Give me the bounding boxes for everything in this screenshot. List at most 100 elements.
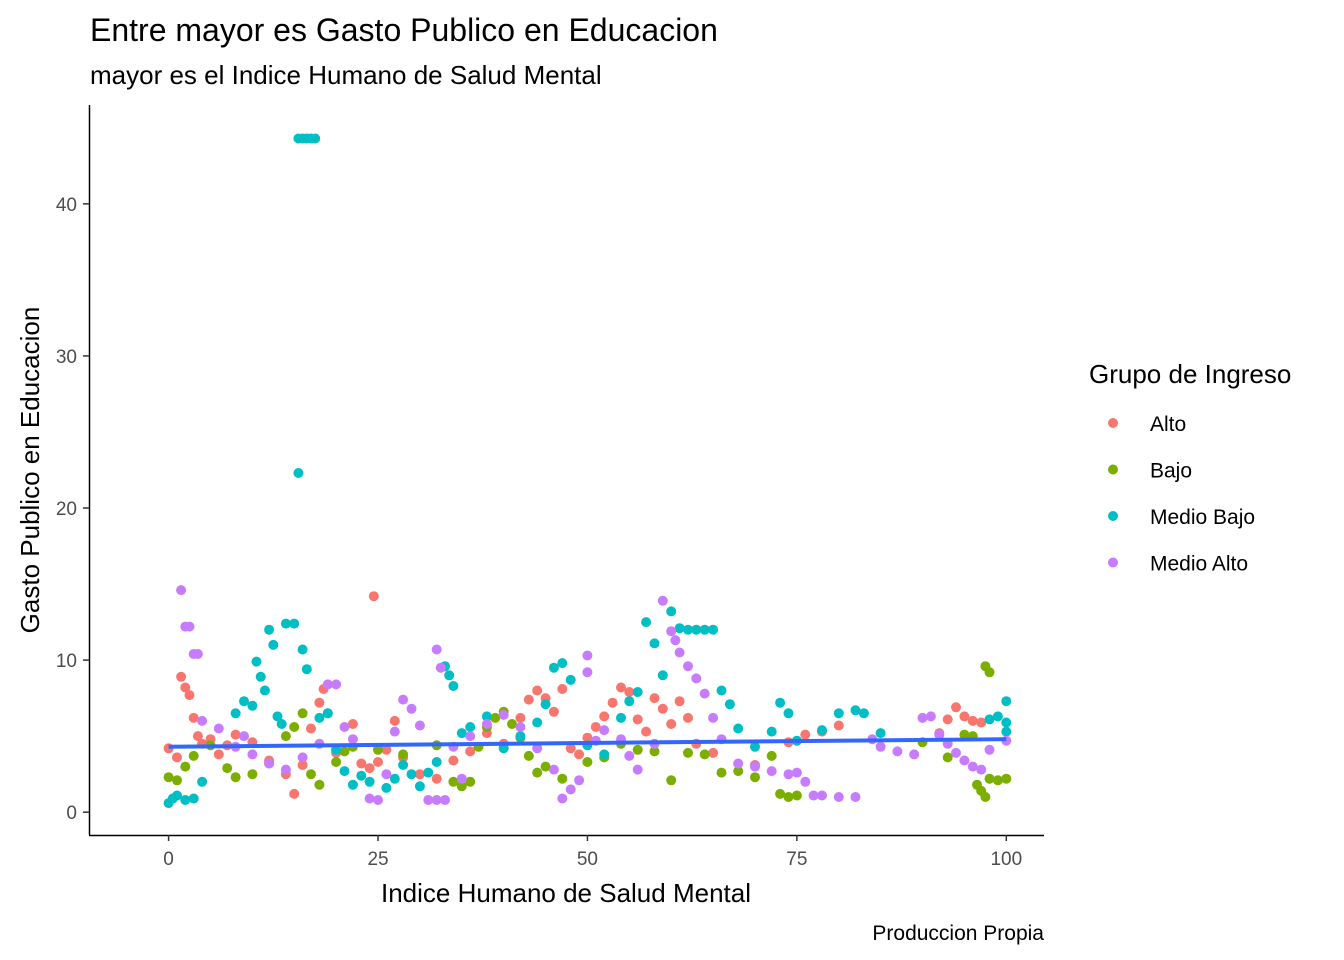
data-point — [716, 767, 727, 778]
trend-line — [168, 737, 1007, 749]
data-point — [406, 769, 417, 780]
data-point — [951, 702, 961, 713]
data-point — [733, 766, 744, 777]
data-point — [515, 712, 526, 723]
y-ticks: 0 10 20 30 40 — [56, 195, 89, 824]
data-point — [892, 746, 903, 757]
data-point — [268, 639, 279, 650]
data-point — [230, 772, 241, 783]
data-point — [976, 764, 987, 775]
data-point — [507, 719, 517, 729]
x-tick-label: 50 — [577, 849, 598, 870]
data-point — [925, 711, 936, 722]
data-point — [239, 696, 249, 707]
data-point — [708, 712, 719, 723]
data-point — [548, 662, 559, 673]
data-point — [188, 793, 199, 804]
data-point — [264, 624, 275, 635]
data-point — [431, 757, 442, 767]
legend-label: Alto — [1150, 413, 1186, 436]
data-point — [272, 711, 283, 722]
data-point — [708, 624, 719, 635]
y-tick-label: 20 — [56, 499, 77, 520]
data-point — [230, 708, 241, 719]
data-point — [992, 775, 1003, 786]
data-point — [331, 679, 342, 690]
data-point — [766, 726, 777, 737]
data-point — [381, 782, 392, 793]
data-point — [833, 708, 844, 719]
data-point — [674, 647, 685, 658]
data-point — [582, 757, 593, 767]
data-point — [448, 776, 459, 787]
legend-items: Alto Bajo Medio Bajo Medio Alto — [1108, 413, 1255, 576]
series-bajo — [163, 661, 1012, 802]
data-point — [176, 585, 187, 596]
legend-item: Alto — [1108, 413, 1186, 436]
data-point — [775, 697, 786, 708]
data-point — [490, 712, 501, 723]
data-point — [184, 621, 195, 632]
data-point — [833, 720, 844, 731]
data-point — [373, 757, 383, 767]
data-point — [917, 712, 928, 723]
data-point — [431, 644, 442, 655]
data-point — [398, 760, 409, 770]
data-point — [197, 776, 208, 787]
data-point — [984, 667, 995, 678]
data-point — [791, 767, 802, 778]
data-point — [733, 758, 744, 769]
data-point — [649, 638, 660, 649]
data-point — [289, 722, 300, 732]
data-point — [339, 722, 350, 732]
data-point — [624, 696, 635, 707]
legend-label: Medio Bajo — [1150, 506, 1255, 529]
data-point — [624, 750, 635, 761]
data-point — [172, 790, 182, 801]
data-point — [557, 773, 568, 784]
data-point — [565, 674, 576, 685]
data-point — [632, 764, 643, 775]
data-point — [297, 644, 308, 655]
data-point — [431, 773, 442, 784]
data-point — [716, 685, 727, 696]
data-point — [750, 772, 760, 783]
data-point — [557, 658, 568, 669]
data-point — [435, 662, 446, 673]
data-point — [959, 755, 970, 766]
data-point — [984, 773, 995, 784]
data-point — [750, 761, 760, 772]
data-point — [213, 749, 224, 760]
data-point — [783, 769, 794, 780]
data-point — [674, 696, 685, 707]
data-point — [699, 688, 710, 699]
data-point — [967, 761, 978, 772]
data-point — [582, 667, 593, 678]
data-point — [699, 749, 710, 760]
y-tick-label: 30 — [56, 347, 77, 368]
data-point — [456, 773, 467, 784]
legend-title: Grupo de Ingreso — [1089, 359, 1291, 389]
data-point — [297, 760, 308, 770]
data-point — [649, 746, 660, 757]
data-point — [766, 750, 777, 761]
data-point — [523, 694, 534, 705]
legend-key — [1108, 418, 1118, 428]
data-point — [339, 766, 350, 777]
data-point — [423, 795, 434, 805]
data-point — [306, 723, 316, 734]
legend-item: Bajo — [1108, 460, 1192, 483]
data-point — [557, 793, 568, 804]
data-point — [448, 755, 459, 766]
data-point — [515, 731, 526, 742]
data-point — [599, 711, 610, 722]
legend-label: Medio Alto — [1150, 553, 1248, 576]
legend-item: Medio Bajo — [1108, 506, 1255, 529]
data-point — [632, 744, 643, 755]
data-point — [616, 682, 626, 693]
x-axis-title: Indice Humano de Salud Mental — [381, 878, 751, 908]
data-point — [875, 741, 886, 752]
data-point — [967, 715, 978, 726]
data-point — [532, 743, 543, 754]
data-point — [280, 618, 291, 629]
